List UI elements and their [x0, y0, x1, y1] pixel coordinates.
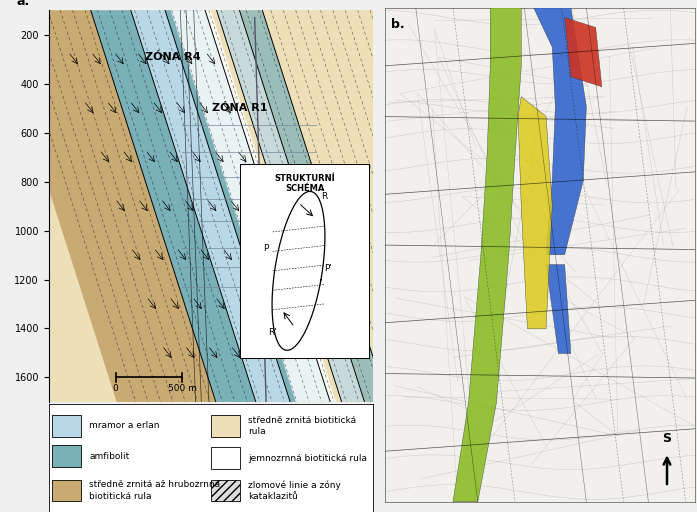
Bar — [52, 445, 82, 467]
Text: středně zrnitá biotitická
rula: středně zrnitá biotitická rula — [248, 416, 356, 436]
Text: středně zrnitá až hrubozrnná
biotitická rula: středně zrnitá až hrubozrnná biotitická … — [89, 480, 220, 501]
Bar — [52, 415, 82, 437]
Text: mramor a erlan: mramor a erlan — [89, 421, 160, 431]
Text: b.: b. — [391, 17, 404, 31]
Polygon shape — [205, 10, 498, 402]
Bar — [52, 480, 82, 501]
Polygon shape — [165, 10, 330, 402]
Polygon shape — [546, 265, 571, 353]
Polygon shape — [131, 10, 290, 402]
Polygon shape — [565, 17, 602, 87]
Text: 500 m: 500 m — [168, 384, 197, 393]
Polygon shape — [534, 8, 586, 254]
Text: ZÓNA R4: ZÓNA R4 — [145, 52, 201, 62]
Bar — [211, 415, 240, 437]
Text: R: R — [321, 192, 328, 201]
Polygon shape — [518, 97, 552, 329]
Bar — [211, 447, 240, 469]
Text: R': R' — [268, 328, 277, 337]
Text: 0: 0 — [113, 384, 118, 393]
Text: P: P — [263, 244, 269, 253]
Text: amfibolit: amfibolit — [89, 452, 130, 461]
Polygon shape — [0, 10, 216, 402]
Polygon shape — [91, 10, 256, 402]
Text: a.: a. — [17, 0, 30, 8]
Text: S: S — [662, 432, 671, 445]
Bar — [211, 480, 240, 501]
Polygon shape — [171, 10, 336, 402]
Text: STRUKTURNÍ
SCHÉMA: STRUKTURNÍ SCHÉMA — [275, 174, 335, 193]
Text: P': P' — [324, 264, 332, 273]
Polygon shape — [453, 8, 521, 502]
Text: jemnozrnná biotitická rula: jemnozrnná biotitická rula — [248, 454, 367, 463]
Text: zlomové linie a zóny
kataklazitů: zlomové linie a zóny kataklazitů — [248, 480, 341, 501]
Text: ZÓNA R1: ZÓNA R1 — [212, 103, 267, 113]
Polygon shape — [240, 10, 388, 402]
Polygon shape — [217, 10, 365, 402]
